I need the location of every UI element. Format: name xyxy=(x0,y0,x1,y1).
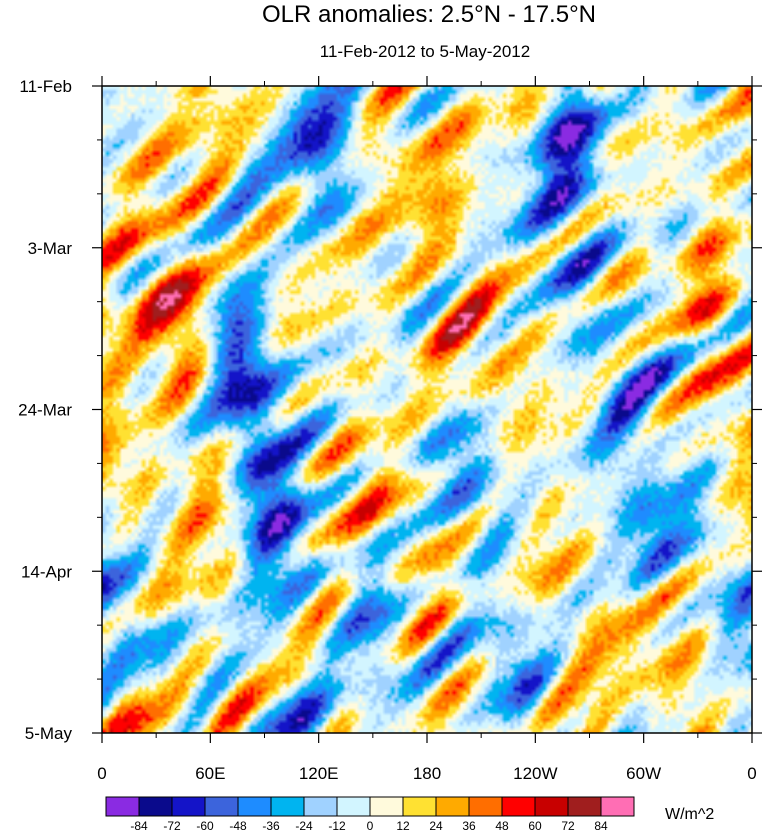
colorbar-level-label: 24 xyxy=(429,819,443,833)
colorbar-swatch xyxy=(204,796,239,817)
colorbar-swatch xyxy=(501,796,536,817)
colorbar-level-label: 0 xyxy=(367,819,374,833)
y-tick-label: 5-May xyxy=(25,724,73,743)
colorbar-level-label: -60 xyxy=(196,819,214,833)
colorbar-level-label: -12 xyxy=(328,819,346,833)
x-tick-label: 0 xyxy=(747,764,756,783)
chart-subtitle: 11-Feb-2012 to 5-May-2012 xyxy=(320,42,530,61)
y-axis-ticks: 11-Feb 3-Mar 24-Mar 14-Apr 5-May xyxy=(18,77,762,743)
colorbar-swatch xyxy=(534,796,569,817)
chart-title: OLR anomalies: 2.5°N - 17.5°N xyxy=(262,1,596,28)
colorbar-swatch xyxy=(435,796,470,817)
x-tick-label: 120W xyxy=(513,764,557,783)
colorbar-swatch xyxy=(336,796,371,817)
colorbar-swatch xyxy=(402,796,437,817)
colorbar-level-label: 84 xyxy=(594,819,608,833)
y-tick-label: 14-Apr xyxy=(21,562,72,581)
heatmap-field xyxy=(102,86,752,733)
colorbar-swatch xyxy=(369,796,404,817)
colorbar-swatch xyxy=(171,796,206,817)
x-tick-label: 180 xyxy=(413,764,441,783)
colorbar-level-label: 12 xyxy=(396,819,410,833)
y-tick-label: 24-Mar xyxy=(18,401,72,420)
colorbar: -84 -72 -60 -48 -36 -24 -12 0 12 24 36 48 60 72 84 xyxy=(105,796,635,833)
colorbar-level-label: 60 xyxy=(528,819,542,833)
colorbar-units: W/m^2 xyxy=(665,806,714,823)
x-tick-label: 0 xyxy=(97,764,106,783)
colorbar-level-label: -72 xyxy=(163,819,181,833)
x-tick-label: 60W xyxy=(626,764,661,783)
colorbar-level-label: -48 xyxy=(229,819,247,833)
colorbar-swatch xyxy=(468,796,503,817)
colorbar-swatch xyxy=(303,796,338,817)
colorbar-swatch xyxy=(567,796,602,817)
colorbar-level-label: 48 xyxy=(495,819,509,833)
x-axis-ticks: 0 60E 120E 180 120W 60W 0 xyxy=(97,76,757,783)
colorbar-level-label: 36 xyxy=(462,819,476,833)
x-tick-label: 120E xyxy=(299,764,339,783)
colorbar-swatch xyxy=(105,796,140,817)
colorbar-swatch xyxy=(270,796,305,817)
y-tick-label: 3-Mar xyxy=(28,239,73,258)
heatmap-image xyxy=(102,86,752,733)
y-tick-label: 11-Feb xyxy=(19,77,72,96)
colorbar-swatch xyxy=(138,796,173,817)
x-tick-label: 60E xyxy=(195,764,225,783)
colorbar-swatch xyxy=(600,796,635,817)
colorbar-level-label: 72 xyxy=(561,819,575,833)
colorbar-level-label: -36 xyxy=(262,819,280,833)
colorbar-swatch xyxy=(237,796,272,817)
colorbar-level-label: -24 xyxy=(295,819,313,833)
colorbar-level-label: -84 xyxy=(130,819,148,833)
